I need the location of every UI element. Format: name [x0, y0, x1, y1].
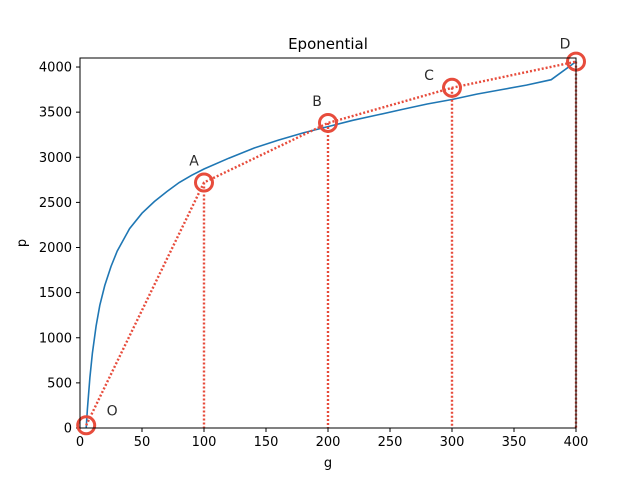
x-tick-label: 100 — [192, 435, 217, 450]
y-tick-label: 2000 — [39, 241, 72, 256]
point-label-a: A — [189, 154, 199, 170]
point-marker-a — [194, 172, 214, 193]
x-tick-label: 300 — [440, 435, 465, 450]
chart-title: Eponential — [288, 35, 368, 53]
x-tick-label: 0 — [76, 435, 84, 450]
x-tick-label: 400 — [564, 435, 589, 450]
x-tick-label: 50 — [134, 435, 151, 450]
y-axis-ticks: 0 500 1000 1500 2000 2500 3000 3500 4000 — [39, 61, 80, 437]
x-axis-label: g — [324, 456, 332, 471]
exponential-curve — [85, 60, 577, 429]
x-tick-label: 200 — [316, 435, 341, 450]
y-axis-label: p — [15, 239, 30, 247]
y-tick-label: 3000 — [39, 151, 72, 166]
point-marker-c — [442, 77, 462, 98]
y-tick-label: 500 — [47, 376, 72, 391]
y-tick-label: 2500 — [39, 196, 72, 211]
point-label-d: D — [560, 37, 571, 53]
axes-frame — [79, 57, 577, 429]
y-tick-label: 0 — [64, 422, 72, 437]
y-tick-label: 1000 — [39, 331, 72, 346]
x-tick-label: 350 — [502, 435, 527, 450]
point-label-c: C — [424, 68, 434, 84]
x-tick-label: 250 — [378, 435, 403, 450]
point-marker-o — [76, 415, 97, 436]
x-tick-label: 150 — [254, 435, 279, 450]
point-marker-b — [318, 112, 338, 133]
y-tick-label: 3500 — [39, 106, 72, 121]
x-axis-ticks: 0 50 100 150 200 250 300 350 400 — [76, 428, 589, 450]
point-label-b: B — [312, 94, 322, 110]
point-label-o: O — [107, 403, 118, 419]
y-tick-label: 1500 — [39, 286, 72, 301]
plot-area: O A B C D — [76, 37, 586, 436]
y-tick-label: 4000 — [39, 61, 72, 76]
